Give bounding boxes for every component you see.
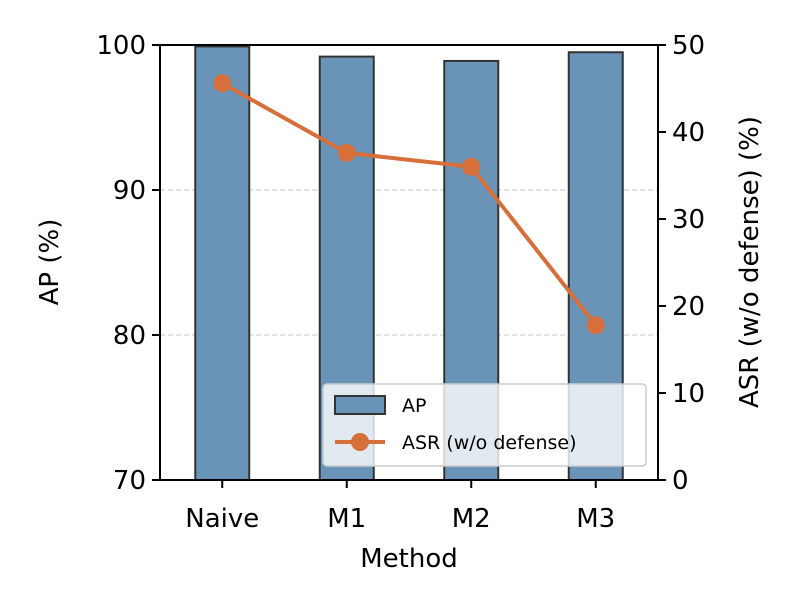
right-axis-ticks: 0 10 20 30 40 50 [658,31,705,496]
asr-point-naive [213,74,232,93]
asr-polyline [221,81,598,327]
legend-box [322,383,647,467]
asr-line [213,74,605,335]
right-tick-label-2: 20 [672,292,705,322]
right-axis-label: ASR (w/o defense) (%) [735,116,765,408]
left-axis-label: AP (%) [35,219,65,306]
x-tick-label-m2: M2 [452,504,491,534]
left-tick-label-0: 70 [113,466,146,496]
legend-label-asr: ASR (w/o defense) [402,432,577,454]
x-tick-label-naive: Naive [185,504,259,534]
right-tick-label-0: 0 [672,466,689,496]
x-axis-ticks: Naive M1 M2 M3 [185,480,615,534]
legend-label-ap: AP [402,395,426,417]
plot-frame [159,44,659,481]
legend: AP ASR (w/o defense) [322,383,647,467]
left-tick-label-2: 90 [113,176,146,206]
asr-point-m3 [586,316,605,335]
right-tick-label-3: 30 [672,205,705,235]
ap-bar-naive [194,45,251,481]
x-axis-label: Method [360,544,458,574]
right-tick-label-5: 50 [672,31,705,61]
asr-point-m2 [462,157,481,176]
x-tick-label-m1: M1 [327,504,366,534]
right-tick-label-1: 10 [672,379,705,409]
asr-point-m1 [337,143,356,162]
x-tick-label-m3: M3 [576,504,615,534]
right-tick-label-4: 40 [672,118,705,148]
left-tick-label-3: 100 [96,31,146,61]
legend-swatch-asr-marker [351,433,369,451]
legend-swatch-ap [334,395,386,415]
left-axis-ticks: 70 80 90 100 [96,31,160,496]
left-tick-label-1: 80 [113,321,146,351]
